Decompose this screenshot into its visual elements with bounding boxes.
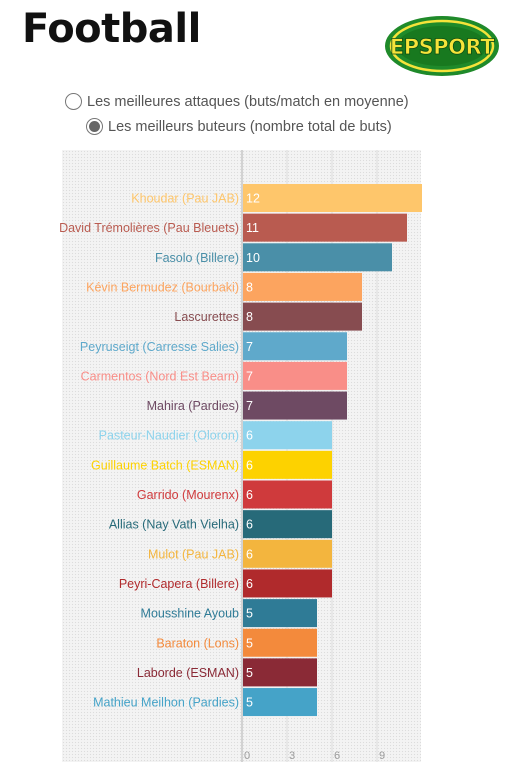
bar[interactable] (243, 688, 317, 717)
category-label: Laborde (ESMAN) (137, 666, 239, 680)
category-label: Mahira (Pardies) (147, 399, 239, 413)
value-label: 5 (246, 607, 253, 621)
value-label: 11 (246, 221, 259, 235)
category-label: Pasteur-Naudier (Oloron) (99, 429, 239, 443)
category-label: Khoudar (Pau JAB) (131, 192, 239, 206)
category-label: Guillaume Batch (ESMAN) (91, 458, 239, 472)
value-label: 7 (246, 340, 253, 354)
category-label: Allias (Nay Vath Vielha) (109, 518, 239, 532)
value-label: 6 (246, 488, 253, 502)
logo-text: EPSPORT (390, 35, 495, 59)
x-tick-label: 0 (244, 750, 250, 762)
bar[interactable] (243, 539, 332, 568)
category-label: Lascurettes (174, 310, 239, 324)
option-best-attacks[interactable]: Les meilleures attaques (buts/match en m… (65, 93, 409, 110)
bar[interactable] (243, 510, 332, 539)
value-label: 8 (246, 310, 253, 324)
value-label: 7 (246, 399, 253, 413)
radio-best-attacks[interactable] (65, 93, 82, 110)
value-label: 5 (246, 636, 253, 650)
option-top-scorers-label: Les meilleurs buteurs (nombre total de b… (108, 118, 392, 135)
option-top-scorers[interactable]: Les meilleurs buteurs (nombre total de b… (86, 118, 392, 135)
bar[interactable] (243, 599, 317, 628)
category-label: Peyruseigt (Carresse Salies) (80, 340, 239, 354)
bar[interactable] (243, 658, 317, 687)
bar[interactable] (243, 628, 317, 657)
category-label: Mathieu Meilhon (Pardies) (93, 696, 239, 710)
bar[interactable] (243, 391, 347, 420)
value-label: 10 (246, 251, 260, 265)
bar[interactable] (243, 243, 392, 272)
value-label: 7 (246, 369, 253, 383)
value-label: 5 (246, 666, 253, 680)
value-label: 6 (246, 458, 253, 472)
x-tick-label: 9 (379, 750, 385, 762)
value-label: 6 (246, 518, 253, 532)
x-tick-label: 6 (334, 750, 340, 762)
value-label: 6 (246, 577, 253, 591)
category-label: Baraton (Lons) (156, 636, 239, 650)
bar[interactable] (243, 569, 332, 598)
bar[interactable] (243, 272, 362, 301)
value-label: 6 (246, 429, 253, 443)
value-label: 5 (246, 696, 253, 710)
category-label: Kévin Bermudez (Bourbaki) (86, 280, 239, 294)
bar[interactable] (243, 213, 407, 242)
category-label: Mulot (Pau JAB) (148, 547, 239, 561)
category-label: Garrido (Mourenx) (137, 488, 239, 502)
bar[interactable] (243, 480, 332, 509)
bar[interactable] (243, 421, 332, 450)
bar[interactable] (243, 184, 422, 212)
option-best-attacks-label: Les meilleures attaques (buts/match en m… (87, 93, 409, 110)
radio-top-scorers[interactable] (86, 118, 103, 135)
value-label: 12 (246, 192, 260, 206)
page-title: Football (22, 6, 201, 52)
value-label: 8 (246, 280, 253, 294)
category-label: Carmentos (Nord Est Bearn) (81, 369, 239, 383)
x-tick-label: 3 (289, 750, 295, 762)
category-label: Mousshine Ayoub (141, 607, 239, 621)
bar[interactable] (243, 332, 347, 361)
epsport-logo: EPSPORT (385, 16, 499, 76)
category-label: Peyri-Capera (Billere) (119, 577, 239, 591)
value-label: 6 (246, 547, 253, 561)
bar[interactable] (243, 302, 362, 331)
category-label: Fasolo (Billere) (155, 251, 239, 265)
bar[interactable] (243, 450, 332, 479)
bar[interactable] (243, 361, 347, 390)
category-label: David Trémolières (Pau Bleuets) (59, 221, 239, 235)
